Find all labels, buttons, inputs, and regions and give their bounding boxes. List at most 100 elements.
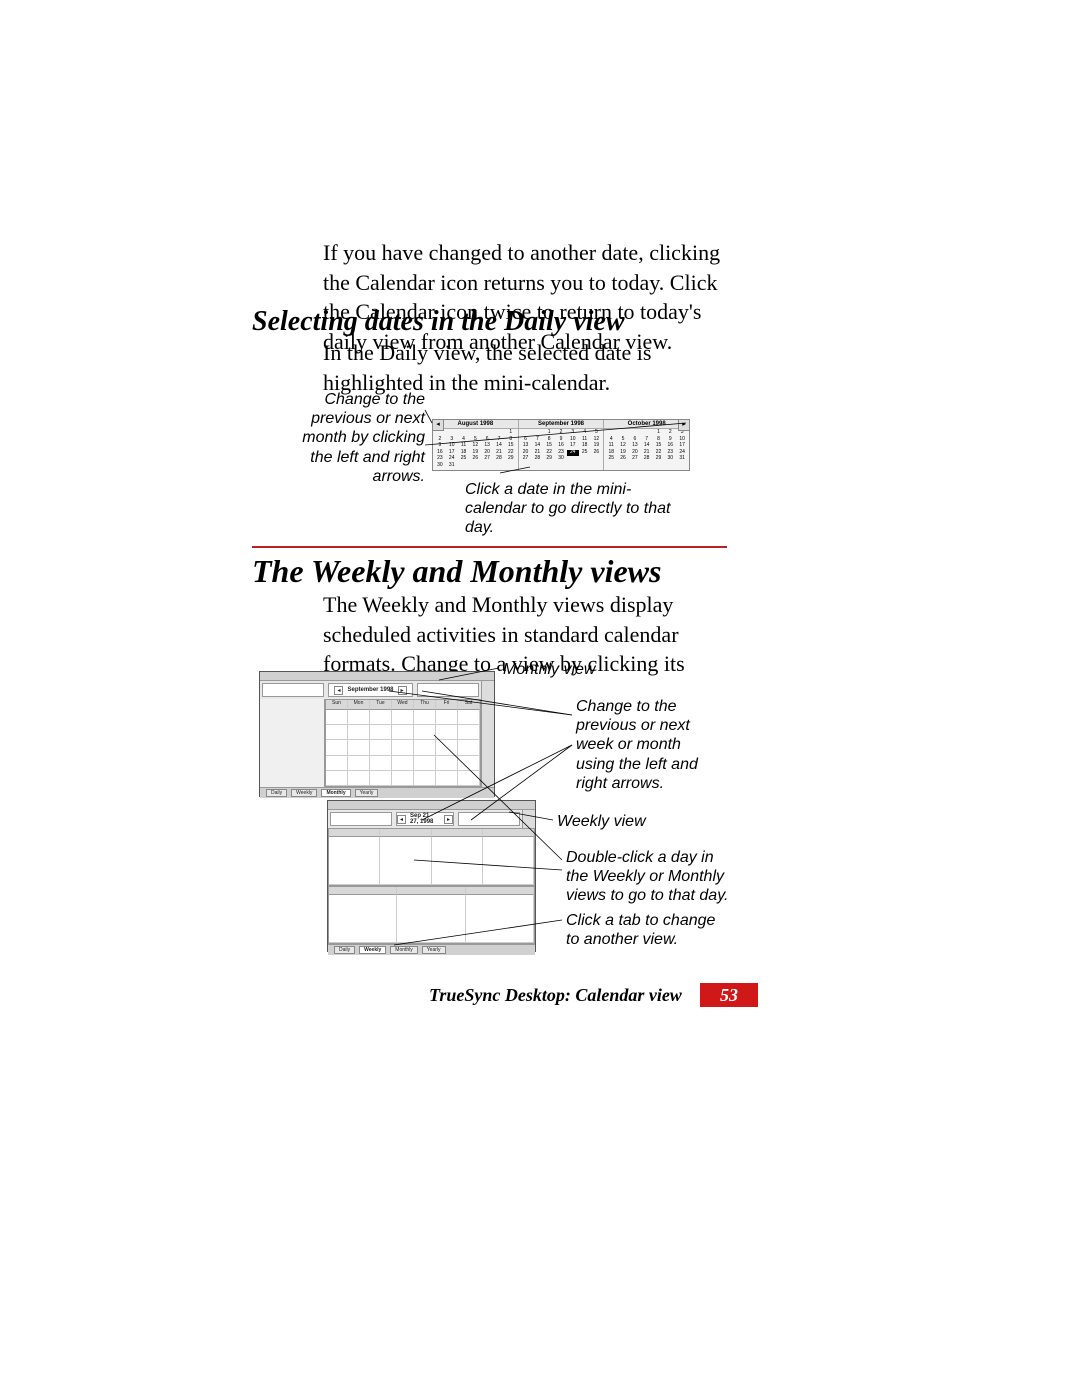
mini-calendar-month-title: August 1998	[433, 420, 518, 429]
weekly-tab-bar: Daily Weekly Monthly Yearly	[328, 944, 535, 955]
mini-calendar-day	[664, 463, 676, 470]
mini-calendar-day	[617, 463, 629, 470]
mini-calendar-day	[505, 463, 517, 470]
monthly-day-cell[interactable]	[326, 756, 348, 771]
monthly-day-cell[interactable]	[458, 740, 480, 755]
monthly-day-cell[interactable]	[458, 710, 480, 725]
weekly-view-screenshot: ◂ Sep 21 - 27, 1998 ▸ Daily Weekly Monthly…	[327, 800, 536, 952]
monthly-day-cell[interactable]	[414, 725, 436, 740]
mini-calendar-day	[493, 463, 505, 470]
monthly-day-cell[interactable]	[414, 740, 436, 755]
mini-calendar-day	[520, 463, 532, 470]
monthly-day-cell[interactable]	[392, 725, 414, 740]
monthly-day-cell[interactable]	[458, 725, 480, 740]
mini-calendar-day[interactable]: 30	[434, 463, 446, 470]
mini-calendar-day	[579, 463, 591, 470]
monthly-day-cell[interactable]	[436, 710, 458, 725]
section-rule	[252, 546, 727, 548]
annotation-click-date: Click a date in the mini-calendar to go …	[465, 480, 675, 538]
monthly-day-cell[interactable]	[458, 771, 480, 786]
monthly-tab-bar: Daily Weekly Monthly Yearly	[260, 787, 494, 798]
next-month-arrow[interactable]: ▸	[678, 419, 690, 431]
selecting-paragraph: In the Daily view, the selected date is …	[323, 338, 723, 397]
mini-calendar-day	[481, 463, 493, 470]
mini-calendar-month-title: September 1998	[519, 420, 604, 429]
annotation-click-tab: Click a tab to change to another view.	[566, 911, 726, 949]
prev-month-arrow[interactable]: ◂	[432, 419, 444, 431]
monthly-day-cell[interactable]	[348, 710, 370, 725]
mini-calendar-day	[605, 463, 617, 470]
monthly-day-cell[interactable]	[414, 710, 436, 725]
monthly-day-cell[interactable]	[392, 756, 414, 771]
mini-calendar-day	[469, 463, 481, 470]
view-tab-yearly[interactable]: Yearly	[422, 946, 446, 954]
monthly-day-cell[interactable]	[326, 740, 348, 755]
monthly-day-cell[interactable]	[436, 771, 458, 786]
monthly-day-cell[interactable]	[392, 771, 414, 786]
monthly-day-header: Sat	[458, 700, 480, 710]
mini-calendar-day	[641, 463, 653, 470]
monthly-title: September 1998	[347, 687, 393, 693]
monthly-day-cell[interactable]	[436, 740, 458, 755]
view-tab-monthly[interactable]: Monthly	[321, 789, 350, 797]
monthly-day-header: Thu	[414, 700, 436, 710]
view-tab-weekly[interactable]: Weekly	[291, 789, 317, 797]
annotation-monthly-view: Monthly view	[503, 660, 595, 679]
annotation-change-week-month: Change to the previous or next week or m…	[576, 697, 716, 793]
monthly-day-cell[interactable]	[414, 756, 436, 771]
monthly-day-cell[interactable]	[436, 756, 458, 771]
mini-calendar-day	[629, 463, 641, 470]
monthly-day-cell[interactable]	[326, 710, 348, 725]
monthly-day-cell[interactable]	[348, 725, 370, 740]
mini-calendar-day	[567, 463, 579, 470]
mini-calendar-day	[531, 463, 543, 470]
weekly-title: Sep 21 - 27, 1998	[410, 813, 440, 825]
monthly-day-header: Wed	[392, 700, 414, 710]
mini-calendar-day[interactable]: 31	[446, 463, 458, 470]
monthly-day-cell[interactable]	[436, 725, 458, 740]
monthly-day-cell[interactable]	[348, 756, 370, 771]
mini-calendar-day	[653, 463, 665, 470]
mini-calendar-day	[543, 463, 555, 470]
view-tab-daily[interactable]: Daily	[334, 946, 355, 954]
monthly-day-cell[interactable]	[348, 771, 370, 786]
view-tab-yearly[interactable]: Yearly	[355, 789, 379, 797]
monthly-next-arrow[interactable]: ▸	[398, 686, 407, 695]
monthly-day-cell[interactable]	[414, 771, 436, 786]
weekly-next-arrow[interactable]: ▸	[444, 815, 453, 824]
heading-selecting-dates: Selecting dates in the Daily view	[252, 306, 625, 338]
mini-calendar-day	[591, 463, 603, 470]
monthly-day-header: Mon	[348, 700, 370, 710]
monthly-day-header: Fri	[436, 700, 458, 710]
annotation-weekly-view: Weekly view	[557, 812, 646, 831]
footer-page-number: 53	[700, 983, 758, 1007]
annotation-double-click: Double-click a day in the Weekly or Mont…	[566, 848, 736, 906]
monthly-day-cell[interactable]	[370, 740, 392, 755]
monthly-day-cell[interactable]	[458, 756, 480, 771]
view-tab-weekly[interactable]: Weekly	[359, 946, 386, 954]
view-tab-daily[interactable]: Daily	[266, 789, 287, 797]
monthly-day-cell[interactable]	[370, 725, 392, 740]
monthly-view-screenshot: ◂ September 1998 ▸ SunMonTueWedThuFriSat…	[259, 671, 495, 797]
monthly-day-cell[interactable]	[392, 740, 414, 755]
mini-calendar-month-title: October 1998	[604, 420, 689, 429]
monthly-day-cell[interactable]	[348, 740, 370, 755]
mini-calendar-day	[555, 463, 567, 470]
monthly-day-header: Sun	[326, 700, 348, 710]
monthly-day-cell[interactable]	[370, 771, 392, 786]
monthly-day-cell[interactable]	[370, 756, 392, 771]
monthly-day-cell[interactable]	[326, 725, 348, 740]
mini-calendar-figure: ◂ ▸ August 19981234567891011121314151617…	[432, 419, 690, 471]
monthly-day-header: Tue	[370, 700, 392, 710]
footer-text: TrueSync Desktop: Calendar view	[429, 985, 682, 1006]
annotation-change-month: Change to the previous or next month by …	[300, 390, 425, 486]
monthly-day-cell[interactable]	[392, 710, 414, 725]
monthly-prev-arrow[interactable]: ◂	[334, 686, 343, 695]
mini-calendar-day	[458, 463, 470, 470]
mini-calendar-day	[676, 463, 688, 470]
monthly-day-cell[interactable]	[370, 710, 392, 725]
weekly-prev-arrow[interactable]: ◂	[397, 815, 406, 824]
heading-weekly-monthly: The Weekly and Monthly views	[252, 553, 661, 590]
monthly-day-cell[interactable]	[326, 771, 348, 786]
view-tab-monthly[interactable]: Monthly	[390, 946, 418, 954]
